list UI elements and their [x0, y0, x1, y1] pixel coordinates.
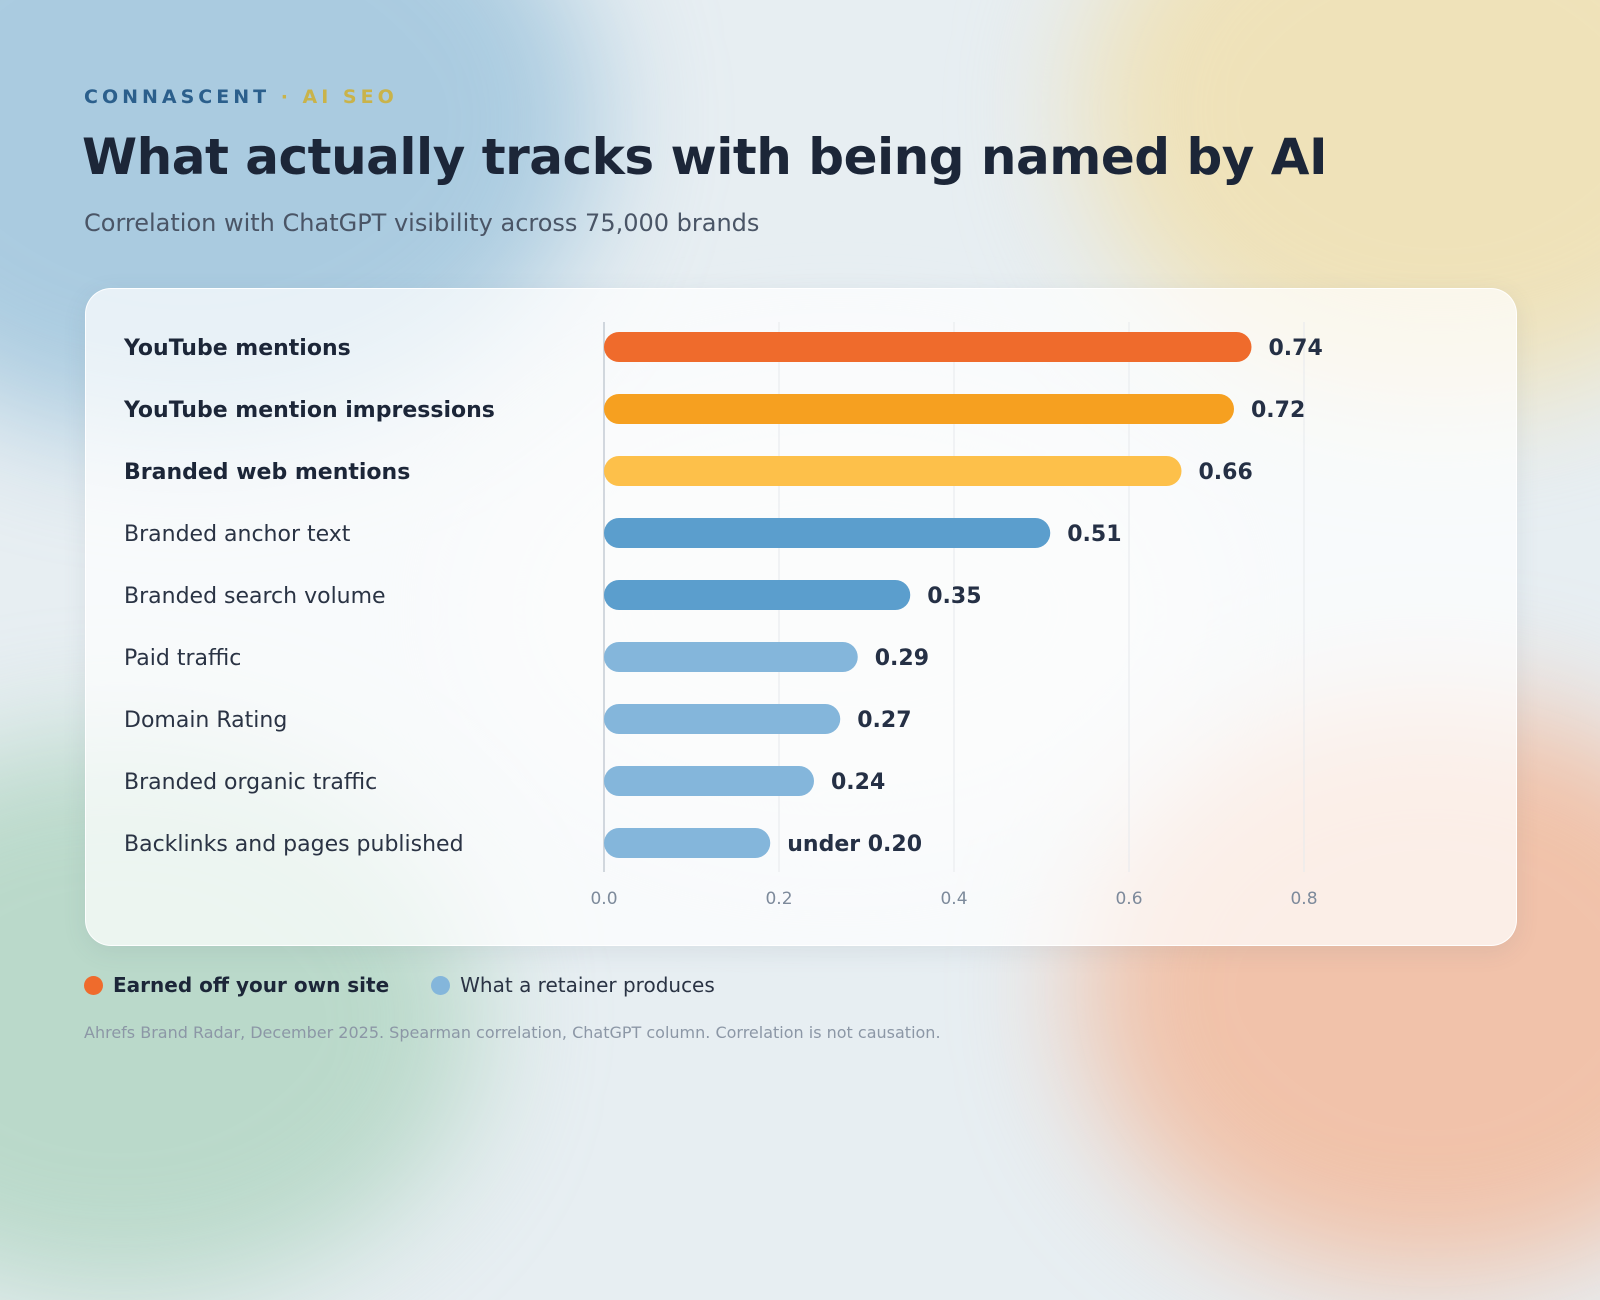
value-label: 0.72	[1251, 398, 1305, 423]
value-label: 0.51	[1067, 522, 1121, 547]
category-label: Branded anchor text	[124, 522, 351, 547]
kicker-brand: CONNASCENT	[84, 86, 271, 108]
tick-label: 0.0	[590, 889, 617, 909]
bar	[604, 766, 814, 796]
kicker: CONNASCENT · AI SEO	[84, 86, 398, 108]
category-label: Branded organic traffic	[124, 770, 377, 795]
category-label: Backlinks and pages published	[124, 832, 464, 857]
chart-bars	[604, 332, 1252, 858]
page-subtitle: Correlation with ChatGPT visibility acro…	[84, 209, 760, 237]
bar	[604, 332, 1252, 362]
legend-label-earned: Earned off your own site	[113, 973, 390, 997]
category-label: Branded web mentions	[124, 460, 410, 485]
legend: Earned off your own site What a retainer…	[84, 973, 757, 997]
kicker-topic: AI SEO	[302, 86, 398, 108]
legend-item-earned: Earned off your own site	[84, 973, 389, 997]
tick-label: 0.2	[765, 889, 792, 909]
bar	[604, 394, 1234, 424]
tick-label: 0.8	[1290, 889, 1317, 909]
bar	[604, 580, 911, 610]
value-label: 0.66	[1199, 460, 1253, 485]
bar	[604, 518, 1051, 548]
chart-value-labels: 0.74 0.72 0.66 0.51 0.35 0.29 0.27 0.24 under 0.…	[787, 336, 1323, 857]
legend-label-retainer: What a retainer produces	[460, 973, 715, 997]
value-label: 0.27	[857, 708, 911, 733]
bar	[604, 642, 858, 672]
category-label: Branded search volume	[124, 584, 386, 609]
bar	[604, 456, 1182, 486]
category-label: YouTube mentions	[123, 336, 351, 361]
chart-tick-labels: 0.0 0.2 0.4 0.6 0.8	[590, 889, 1317, 909]
tick-label: 0.4	[940, 889, 967, 909]
category-label: YouTube mention impressions	[123, 398, 495, 423]
value-label: 0.24	[831, 770, 885, 795]
page-title: What actually tracks with being named by…	[82, 128, 1328, 186]
tick-label: 0.6	[1115, 889, 1142, 909]
chart-category-labels: YouTube mentions YouTube mention impressi…	[123, 336, 495, 857]
value-label: 0.29	[875, 646, 929, 671]
legend-item-retainer: What a retainer produces	[431, 973, 715, 997]
category-label: Domain Rating	[124, 708, 287, 733]
legend-swatch-earned	[84, 975, 103, 995]
bar	[604, 828, 771, 858]
value-label: 0.74	[1269, 336, 1323, 361]
value-label: 0.35	[927, 584, 981, 609]
legend-swatch-retainer	[431, 975, 451, 995]
footnote: Ahrefs Brand Radar, December 2025. Spear…	[84, 1023, 941, 1042]
kicker-separator: ·	[270, 86, 303, 108]
category-label: Paid traffic	[124, 646, 241, 671]
bar	[604, 704, 841, 734]
value-label: under 0.20	[787, 832, 922, 857]
bar-chart: YouTube mentions YouTube mention impressi…	[123, 322, 1323, 909]
